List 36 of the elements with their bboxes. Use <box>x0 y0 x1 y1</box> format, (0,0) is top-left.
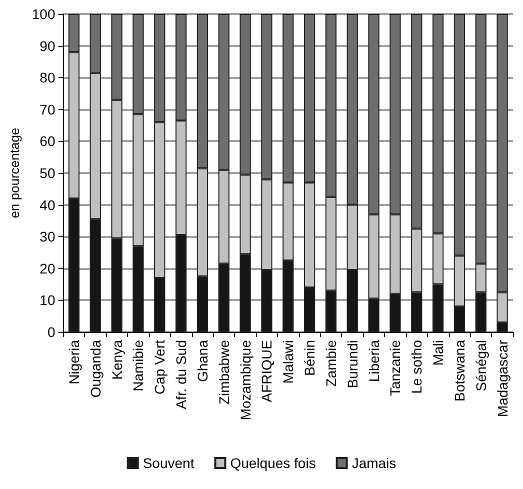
x-tick-label: Madagascar <box>494 340 510 418</box>
y-tick-label: 50 <box>40 165 56 181</box>
legend-label: Jamais <box>352 455 396 471</box>
x-tick-label: Botswana <box>451 340 468 402</box>
y-tick-label: 30 <box>40 228 56 245</box>
x-tick-label: Ghana <box>194 340 210 382</box>
x-tick-label: Cap Vert <box>152 340 168 394</box>
y-tick-label: 40 <box>40 196 56 213</box>
legend-label: Quelques fois <box>230 455 316 471</box>
y-tick-label: 70 <box>40 101 56 118</box>
x-tick-label: Le sotho <box>408 340 425 394</box>
x-tick-label: Kenya <box>108 340 125 380</box>
y-tick-label: 90 <box>40 38 56 54</box>
y-tick-label: 80 <box>40 70 56 86</box>
x-tick-label: Ouganda <box>87 340 104 398</box>
y-tick-label: 0 <box>47 324 56 340</box>
x-tick-label: Afr. du Sud <box>173 340 190 410</box>
y-tick-label: 10 <box>40 292 56 308</box>
x-tick-label: Malawi <box>280 340 296 384</box>
x-tick-label: Liberia <box>366 340 382 382</box>
x-tick-label: Tanzanie <box>387 340 404 396</box>
y-tick-label: 100 <box>32 6 56 22</box>
x-tick-label: Mali <box>430 340 446 366</box>
y-tick-label: 60 <box>40 133 56 150</box>
legend-label: Souvent <box>142 455 194 471</box>
x-tick-label: Nigeria <box>66 340 82 384</box>
x-tick-label: Mozambique <box>237 340 254 420</box>
x-tick-label: Zambie <box>322 340 339 387</box>
x-tick-label: Burundi <box>344 340 360 388</box>
x-tick-label: Sénégal <box>472 340 489 392</box>
x-tick-label: Namibie <box>130 340 146 392</box>
y-tick-label: 20 <box>40 260 56 276</box>
x-tick-label: Bénin <box>302 340 318 376</box>
y-axis-title: en pourcentage <box>7 128 22 218</box>
x-tick-label: Zimbabwe <box>216 340 232 405</box>
x-tick-label: AFRIQUE <box>258 340 275 402</box>
